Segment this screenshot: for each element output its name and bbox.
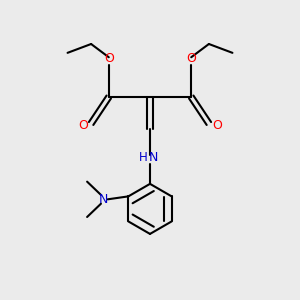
Text: O: O [78, 119, 88, 132]
Text: N: N [99, 193, 108, 206]
Text: O: O [212, 119, 222, 132]
Text: H: H [139, 152, 148, 164]
Text: O: O [104, 52, 114, 64]
Text: O: O [186, 52, 196, 64]
Text: N: N [149, 152, 158, 164]
